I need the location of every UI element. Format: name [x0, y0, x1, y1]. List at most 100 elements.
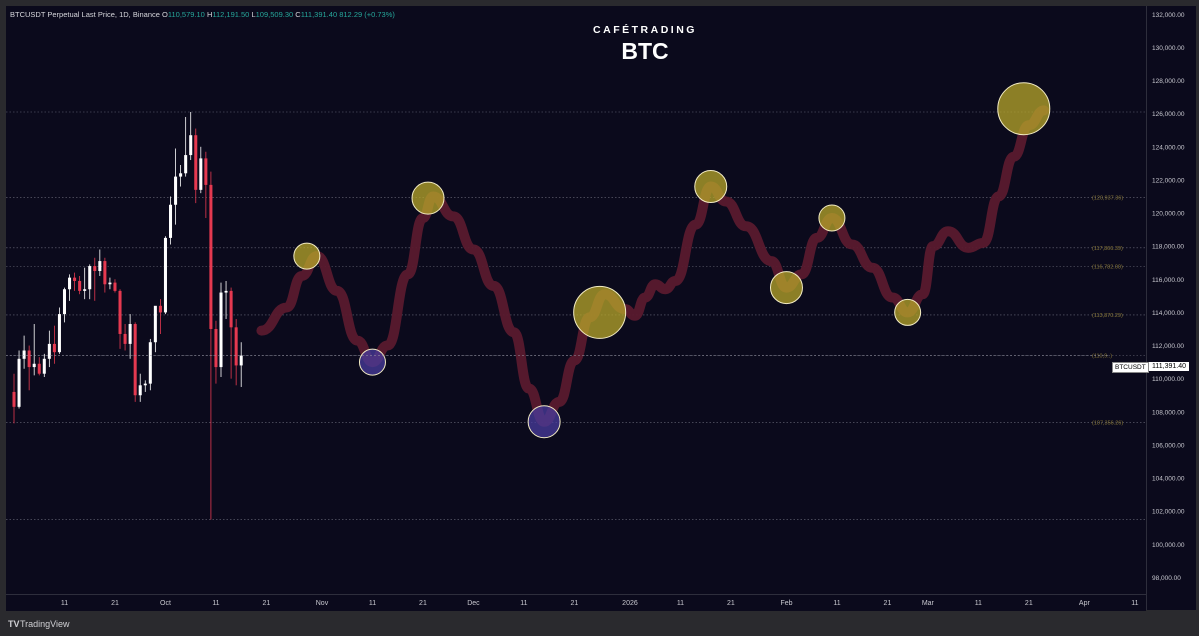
candle-body — [93, 266, 97, 272]
candle-body — [169, 204, 173, 238]
x-tick-label: 11 — [833, 600, 840, 607]
marker-peak[interactable] — [694, 170, 728, 204]
candle-body — [194, 135, 198, 190]
candle-body — [123, 333, 127, 344]
high-label: H — [206, 10, 213, 19]
x-tick-label: Apr — [1079, 600, 1091, 607]
y-tick-label: 112,000.00 — [1152, 343, 1184, 350]
candle-body — [12, 391, 16, 407]
marker-peak[interactable] — [818, 204, 846, 232]
open-label: O — [162, 10, 168, 19]
candle-body — [32, 363, 36, 368]
candle-body — [234, 327, 238, 366]
candle-body — [78, 280, 82, 291]
x-tick-label: Mar — [922, 600, 935, 607]
candle-body — [179, 173, 183, 177]
candle-body — [128, 324, 132, 344]
y-tick-label: 132,000.00 — [1152, 12, 1185, 19]
ohlc-legend: BTCUSDT Perpetual Last Price, 1D, Binanc… — [10, 10, 395, 19]
marker-peak[interactable] — [894, 298, 922, 326]
candle-body — [214, 328, 218, 368]
level-label: (113,870.29) — [1092, 313, 1123, 319]
candle-body — [239, 355, 243, 366]
candle-body — [98, 261, 102, 272]
price-axis[interactable] — [1146, 6, 1196, 610]
x-tick-label: 21 — [1025, 600, 1033, 607]
x-tick-label: Dec — [467, 600, 480, 607]
close-label: C — [295, 10, 301, 19]
footer-bar — [0, 614, 1199, 636]
low-value: 109,509.30 — [255, 10, 294, 19]
candle-body — [22, 350, 26, 359]
candle-body — [219, 292, 223, 368]
candle-body — [52, 343, 56, 353]
candle-body — [17, 358, 21, 407]
y-tick-label: 120,000.00 — [1152, 211, 1185, 218]
candle-body — [229, 290, 233, 328]
x-tick-label: 2026 — [622, 600, 638, 607]
x-tick-label: 11 — [520, 600, 527, 607]
y-tick-label: 106,000.00 — [1152, 442, 1185, 449]
x-tick-label: 21 — [571, 600, 579, 607]
time-axis[interactable] — [6, 594, 1146, 611]
candle-body — [138, 385, 142, 396]
y-tick-label: 124,000.00 — [1152, 144, 1185, 151]
x-tick-label: 21 — [263, 600, 271, 607]
y-tick-label: 126,000.00 — [1152, 111, 1185, 118]
projection-path — [256, 105, 1049, 427]
x-tick-label: 11 — [212, 600, 219, 607]
candle-body — [83, 289, 87, 291]
candle-body — [62, 289, 67, 315]
candle-body — [158, 305, 162, 313]
brand-title: CAFÉTRADING — [593, 24, 697, 36]
candle-body — [73, 277, 77, 281]
y-tick-label: 104,000.00 — [1152, 476, 1185, 483]
x-tick-label: 21 — [111, 600, 119, 607]
marker-peak[interactable] — [573, 285, 627, 339]
x-tick-label: Oct — [160, 600, 171, 607]
tradingview-label[interactable]: TradingView — [20, 619, 70, 629]
x-tick-label: 11 — [975, 600, 982, 607]
y-tick-label: 98,000.00 — [1152, 575, 1181, 582]
y-tick-label: 128,000.00 — [1152, 78, 1185, 85]
marker-trough[interactable] — [527, 405, 561, 439]
candle-body — [209, 184, 213, 329]
marker-peak[interactable] — [769, 271, 803, 305]
x-tick-label: 21 — [884, 600, 892, 607]
level-label: (120,937.36) — [1092, 195, 1123, 201]
candle-body — [153, 305, 157, 343]
marker-peak[interactable] — [997, 82, 1051, 136]
x-tick-label: 21 — [727, 600, 735, 607]
candle-body — [68, 277, 72, 290]
x-tick-label: Feb — [780, 600, 792, 607]
marker-peak[interactable] — [293, 242, 321, 270]
candle-body — [88, 266, 92, 290]
candle-body — [57, 314, 61, 353]
candle-body — [184, 155, 188, 174]
candle-body — [108, 282, 112, 285]
candle-body — [199, 158, 203, 190]
last-price-value: 111,391.40 — [1149, 362, 1189, 371]
candle-body — [163, 237, 167, 313]
y-tick-label: 110,000.00 — [1152, 376, 1184, 383]
close-value: 111,391.40 — [300, 10, 338, 19]
last-price-symbol: BTCUSDT — [1112, 362, 1149, 373]
candle-body — [42, 358, 46, 374]
open-value: 110,579.10 — [167, 10, 205, 19]
level-label: (110,9..) — [1092, 354, 1112, 360]
candle-body — [148, 342, 152, 384]
x-tick-label: 11 — [1131, 600, 1138, 607]
y-tick-label: 122,000.00 — [1152, 177, 1185, 184]
level-label: (116,782.00) — [1092, 264, 1123, 270]
instrument-label: BTCUSDT Perpetual Last Price, 1D, Binanc… — [10, 10, 160, 19]
marker-peak[interactable] — [411, 181, 445, 215]
y-tick-label: 116,000.00 — [1152, 277, 1184, 284]
marker-trough[interactable] — [358, 348, 386, 376]
symbol-title: BTC — [621, 38, 669, 64]
candle-body — [224, 290, 228, 293]
candle-body — [37, 363, 41, 374]
candle-body — [189, 135, 193, 156]
tradingview-logo-icon[interactable]: TV — [8, 619, 20, 629]
y-tick-label: 130,000.00 — [1152, 45, 1185, 52]
